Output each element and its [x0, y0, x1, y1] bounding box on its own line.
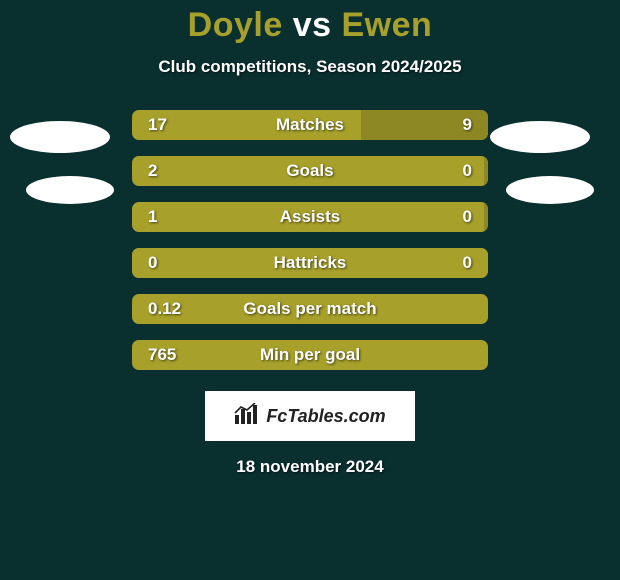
stat-value-left: 0.12: [148, 299, 181, 319]
stat-value-left: 1: [148, 207, 157, 227]
stat-row: Goals per match 0.12: [0, 291, 620, 327]
title-vs: vs: [293, 6, 332, 44]
stat-value-left: 765: [148, 345, 176, 365]
date-text: 18 november 2024: [0, 457, 620, 477]
stat-bar-divider: [484, 156, 488, 186]
page-title: Doyle vs Ewen: [0, 6, 620, 45]
stat-row: Assists 1 0: [0, 199, 620, 235]
stat-value-right: 9: [463, 115, 472, 135]
title-player2: Ewen: [342, 6, 433, 44]
subtitle: Club competitions, Season 2024/2025: [0, 57, 620, 77]
logo-box: FcTables.com: [205, 391, 415, 441]
stat-value-left: 0: [148, 253, 157, 273]
stat-value-right: 0: [463, 207, 472, 227]
stat-label: Goals: [286, 161, 333, 181]
stat-value-right: 0: [463, 161, 472, 181]
content-wrapper: Doyle vs Ewen Club competitions, Season …: [0, 0, 620, 580]
stat-bar-divider: [484, 202, 488, 232]
stat-row: Min per goal 765: [0, 337, 620, 373]
ellipse-right-mid: [506, 176, 594, 204]
stat-label: Min per goal: [260, 345, 360, 365]
stat-bar-divider: [361, 110, 369, 140]
bar-chart-icon: [234, 403, 260, 430]
title-player1: Doyle: [188, 6, 283, 44]
stat-value-right: 0: [463, 253, 472, 273]
logo-text: FcTables.com: [266, 406, 385, 427]
stat-label: Hattricks: [274, 253, 347, 273]
ellipse-left-mid: [26, 176, 114, 204]
stat-label: Assists: [280, 207, 340, 227]
ellipse-left-top: [10, 121, 110, 153]
stat-value-left: 2: [148, 161, 157, 181]
stat-value-left: 17: [148, 115, 167, 135]
ellipse-right-top: [490, 121, 590, 153]
stat-label: Matches: [276, 115, 344, 135]
stat-row: Hattricks 0 0: [0, 245, 620, 281]
stat-label: Goals per match: [243, 299, 376, 319]
